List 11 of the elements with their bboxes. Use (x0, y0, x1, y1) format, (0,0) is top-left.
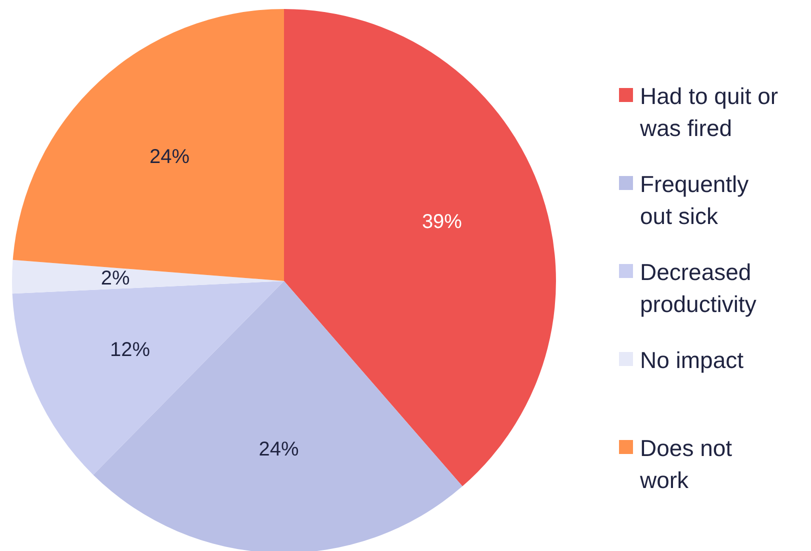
legend-label: No impact (640, 347, 744, 373)
data-label: 24% (149, 146, 190, 168)
legend-label: Decreased productivity (640, 259, 757, 317)
data-label: 24% (258, 438, 299, 461)
legend-label: Had to quit or was fired (639, 83, 778, 141)
pie-slice (12, 260, 284, 294)
data-label: 2% (100, 267, 130, 290)
legend-label: Does not work (639, 435, 733, 493)
data-label: 12% (110, 338, 150, 361)
data-label: 39% (422, 210, 462, 233)
legend-label: Frequently out sick (640, 171, 750, 229)
